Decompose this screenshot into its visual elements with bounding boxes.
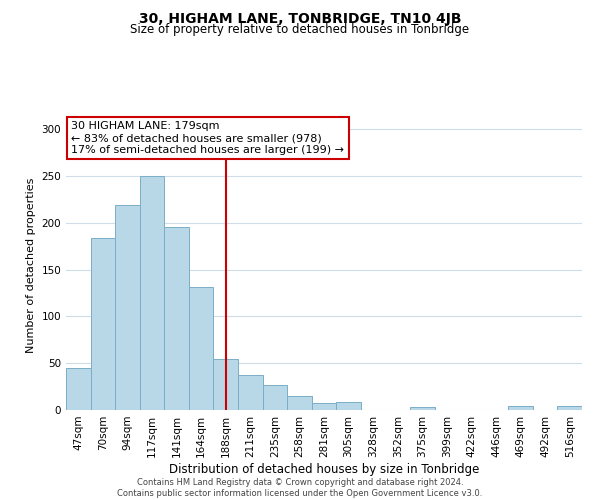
Bar xyxy=(214,360,238,410)
Bar xyxy=(66,368,91,410)
Text: Contains HM Land Registry data © Crown copyright and database right 2024.
Contai: Contains HM Land Registry data © Crown c… xyxy=(118,478,482,498)
Text: Size of property relative to detached houses in Tonbridge: Size of property relative to detached ho… xyxy=(130,22,470,36)
Bar xyxy=(312,402,336,410)
Bar xyxy=(336,402,361,410)
Bar xyxy=(508,406,533,410)
X-axis label: Distribution of detached houses by size in Tonbridge: Distribution of detached houses by size … xyxy=(169,462,479,475)
Bar xyxy=(140,176,164,410)
Bar xyxy=(115,205,140,410)
Bar xyxy=(91,238,115,410)
Text: 30 HIGHAM LANE: 179sqm
← 83% of detached houses are smaller (978)
17% of semi-de: 30 HIGHAM LANE: 179sqm ← 83% of detached… xyxy=(71,122,344,154)
Bar xyxy=(189,288,214,410)
Bar xyxy=(238,376,263,410)
Text: 30, HIGHAM LANE, TONBRIDGE, TN10 4JB: 30, HIGHAM LANE, TONBRIDGE, TN10 4JB xyxy=(139,12,461,26)
Bar xyxy=(410,407,434,410)
Bar xyxy=(287,396,312,410)
Bar xyxy=(164,226,189,410)
Bar xyxy=(557,406,582,410)
Y-axis label: Number of detached properties: Number of detached properties xyxy=(26,178,36,352)
Bar xyxy=(263,384,287,410)
